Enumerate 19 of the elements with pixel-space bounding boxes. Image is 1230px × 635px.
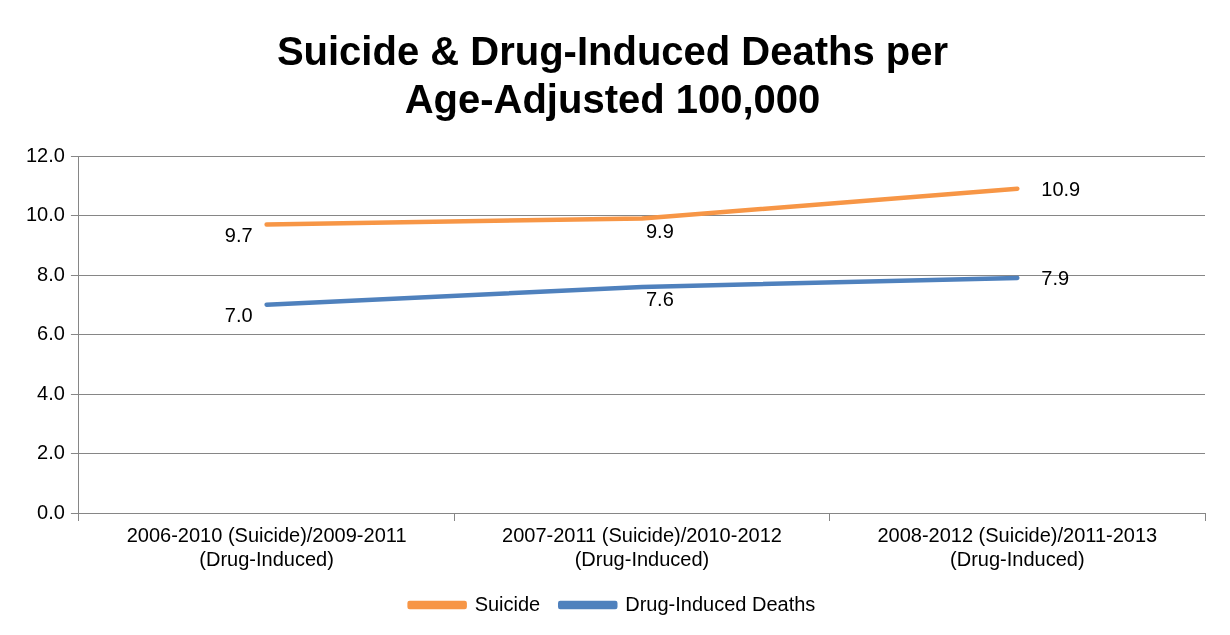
- y-tick-label: 0.0: [37, 500, 65, 523]
- data-label: 10.9: [1041, 178, 1081, 201]
- data-label: 9.9: [645, 219, 674, 242]
- x-tick-label: 2008-2012 (Suicide)/2011-2013 (Drug-Induced): [877, 523, 1158, 570]
- y-tick-label: 12.0: [25, 143, 65, 166]
- y-tick-label: 2.0: [37, 441, 65, 464]
- data-label: 9.7: [224, 223, 253, 246]
- y-tick-label: 10.0: [25, 203, 65, 226]
- legend-label: Suicide: [474, 592, 541, 615]
- data-label: 7.9: [1041, 267, 1070, 290]
- y-tick-label: 4.0: [37, 381, 65, 404]
- chart-title: Suicide & Drug-Induced Deaths per Age-Adjusted 100,000: [276, 29, 949, 122]
- x-tick-label: 2007-2011 (Suicide)/2010-2012 (Drug-Induced): [502, 523, 782, 570]
- legend-label: Drug-Induced Deaths: [625, 592, 816, 615]
- y-tick-label: 6.0: [37, 322, 65, 345]
- data-label: 7.0: [224, 304, 253, 327]
- data-label: 7.6: [645, 288, 674, 311]
- y-tick-label: 8.0: [37, 262, 65, 285]
- x-tick-label: 2006-2010 (Suicide)/2009-2011 (Drug-Induced): [126, 523, 407, 570]
